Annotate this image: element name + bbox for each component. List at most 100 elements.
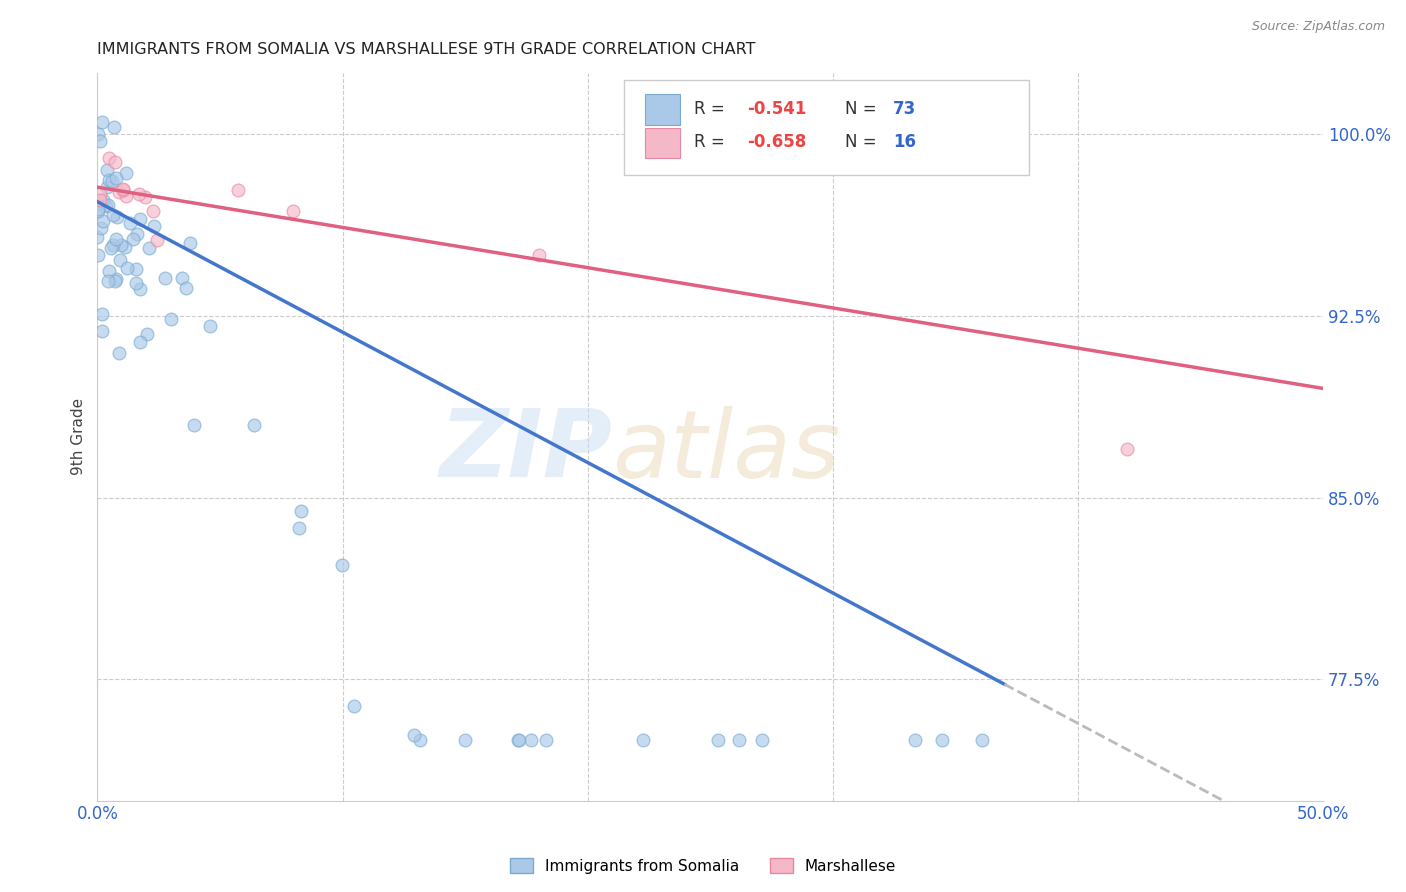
Point [134, 189, 156, 203]
Point [520, 733, 543, 747]
Point [508, 733, 530, 747]
Point [136, 326, 159, 341]
Point [101, 174, 124, 188]
Point [527, 248, 550, 262]
Text: R =: R = [695, 100, 730, 118]
Point [198, 319, 221, 334]
Point [89, 193, 111, 207]
Point [903, 733, 925, 747]
Point [534, 733, 557, 747]
Point [114, 189, 136, 203]
Point [290, 504, 312, 518]
Point [101, 238, 124, 252]
Point [98, 263, 121, 277]
Point [160, 311, 183, 326]
Point [104, 274, 127, 288]
Legend: Immigrants from Somalia, Marshallese: Immigrants from Somalia, Marshallese [503, 852, 903, 880]
Point [87, 202, 110, 216]
Point [104, 232, 127, 246]
Point [91, 213, 114, 227]
FancyBboxPatch shape [645, 128, 679, 158]
Text: -0.658: -0.658 [747, 133, 806, 152]
Point [91, 193, 114, 207]
Point [86, 230, 108, 244]
Point [97, 274, 120, 288]
Point [114, 240, 136, 254]
Point [110, 238, 132, 252]
Point [138, 241, 160, 255]
Point [183, 417, 205, 432]
Point [89, 134, 111, 148]
Point [142, 219, 165, 233]
Text: ZIP: ZIP [439, 406, 612, 498]
Point [107, 186, 129, 200]
Point [97, 198, 120, 212]
Point [115, 261, 138, 276]
Point [125, 262, 148, 277]
Point [172, 271, 194, 285]
Point [96, 163, 118, 178]
Point [108, 346, 131, 360]
Point [120, 216, 142, 230]
Text: N =: N = [845, 133, 882, 152]
Point [104, 155, 127, 169]
Point [129, 282, 152, 296]
Point [243, 417, 266, 432]
Point [90, 221, 112, 235]
Point [931, 733, 953, 747]
Point [103, 120, 125, 135]
Point [108, 253, 131, 268]
Point [105, 272, 128, 286]
Point [288, 521, 311, 535]
Point [90, 324, 112, 338]
Point [87, 248, 110, 262]
FancyBboxPatch shape [645, 95, 679, 125]
Text: R =: R = [695, 133, 730, 152]
Point [100, 241, 122, 255]
Point [751, 733, 773, 747]
Point [972, 733, 994, 747]
Point [111, 182, 134, 196]
Point [454, 733, 477, 747]
Point [87, 203, 110, 218]
Point [125, 277, 148, 291]
Y-axis label: 9th Grade: 9th Grade [72, 399, 86, 475]
Point [226, 184, 249, 198]
Point [155, 271, 177, 285]
Point [105, 211, 128, 225]
Text: -0.541: -0.541 [747, 100, 807, 118]
FancyBboxPatch shape [624, 80, 1029, 175]
Point [128, 186, 150, 201]
Point [104, 170, 127, 185]
Point [89, 186, 111, 201]
Point [631, 733, 654, 747]
Point [96, 199, 118, 213]
Text: IMMIGRANTS FROM SOMALIA VS MARSHALLESE 9TH GRADE CORRELATION CHART: IMMIGRANTS FROM SOMALIA VS MARSHALLESE 9… [97, 42, 756, 57]
Text: 16: 16 [893, 133, 915, 152]
Text: N =: N = [845, 100, 882, 118]
Point [707, 733, 730, 747]
Point [404, 728, 426, 742]
Text: atlas: atlas [612, 406, 841, 497]
Point [174, 281, 197, 295]
Point [87, 197, 110, 211]
Point [122, 232, 145, 246]
Point [129, 335, 152, 350]
Point [87, 127, 110, 141]
Point [408, 733, 430, 747]
Point [103, 208, 125, 222]
Point [146, 234, 169, 248]
Point [179, 236, 201, 251]
Point [506, 733, 529, 747]
Point [125, 227, 148, 241]
Text: Source: ZipAtlas.com: Source: ZipAtlas.com [1251, 20, 1385, 33]
Point [1116, 442, 1139, 456]
Point [91, 308, 114, 322]
Point [343, 698, 366, 713]
Point [129, 211, 152, 226]
Point [728, 733, 751, 747]
Point [111, 183, 134, 197]
Point [96, 179, 118, 194]
Point [97, 151, 120, 165]
Point [90, 114, 112, 128]
